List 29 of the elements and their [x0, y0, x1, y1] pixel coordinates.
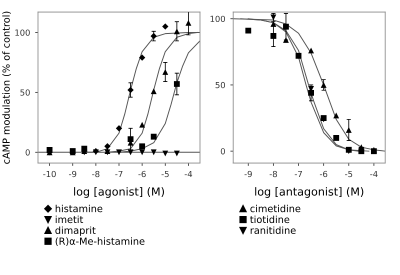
x-tick-label: -6 — [138, 170, 146, 178]
x-tick-label: -5 — [345, 170, 352, 178]
legend-label: (R)α-Me-histamine — [56, 237, 144, 246]
x-tick-label: -9 — [68, 170, 76, 178]
y-tick-label: 50 — [20, 89, 30, 96]
legend-label: cimetidine — [250, 204, 300, 212]
x-tick-label: -10 — [43, 170, 56, 178]
x-tick-label: -8 — [92, 170, 100, 178]
legend-label: histamine — [56, 204, 102, 212]
y-tick-label: 0 — [220, 148, 226, 154]
y-tick-label: 100 — [210, 16, 226, 22]
x-axis-title: log [agonist] (M) — [74, 187, 164, 198]
legend-label: dimaprit — [55, 226, 96, 236]
x-tick-label: -7 — [294, 170, 302, 178]
x-tick-label: -8 — [270, 170, 277, 178]
y-tick-label: 0 — [26, 149, 30, 156]
y-tick-label: 50 — [216, 82, 226, 88]
legend-label: ranitidine — [250, 226, 296, 234]
x-tick-label: -4 — [370, 170, 378, 178]
y-tick-label: 100 — [15, 29, 30, 36]
y-axis-title: cAMP modulation (% of control) — [2, 12, 11, 164]
x-tick-label: -7 — [115, 170, 122, 178]
legend-label: tiotidine — [250, 216, 290, 224]
x-tick-label: -4 — [184, 170, 192, 178]
x-tick-label: -5 — [162, 170, 169, 178]
x-axis-title: log [antagonist] (M) — [255, 187, 364, 198]
x-tick-label: -9 — [244, 170, 252, 178]
legend-label: imetit — [56, 216, 84, 224]
x-tick-label: -6 — [320, 170, 328, 178]
